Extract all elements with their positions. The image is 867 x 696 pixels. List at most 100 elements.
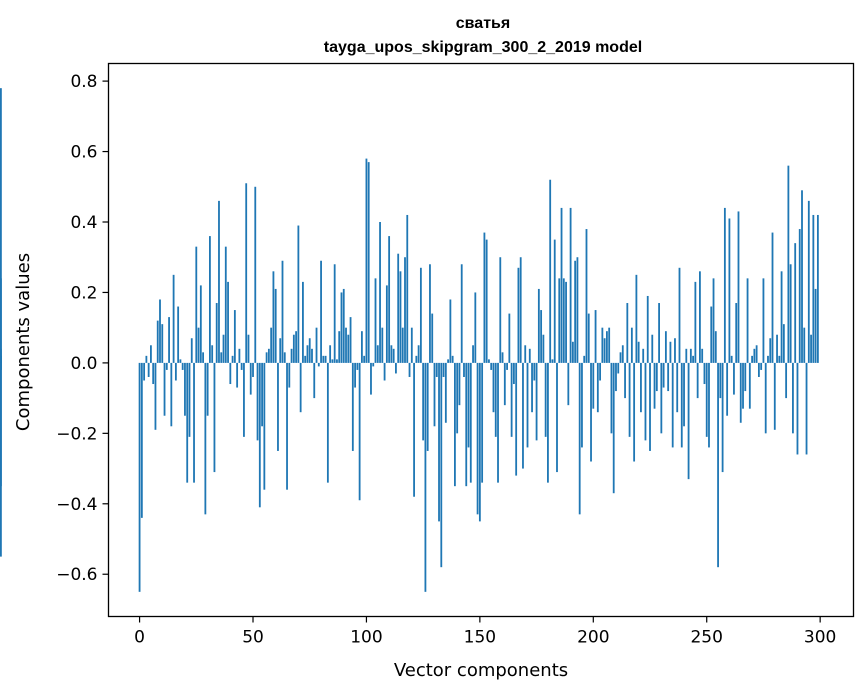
bar bbox=[438, 362, 440, 522]
bar bbox=[576, 257, 579, 363]
bar bbox=[771, 232, 774, 363]
bar bbox=[494, 362, 497, 437]
bar bbox=[274, 288, 277, 363]
bar bbox=[238, 348, 241, 363]
bar bbox=[712, 278, 715, 363]
bar bbox=[694, 281, 697, 363]
bar bbox=[152, 362, 155, 385]
bar bbox=[649, 362, 651, 451]
bar bbox=[807, 200, 810, 363]
x-tick-label: 0 bbox=[134, 628, 145, 648]
bar bbox=[601, 327, 604, 363]
bar bbox=[406, 214, 409, 363]
bar bbox=[685, 348, 688, 363]
bar bbox=[798, 229, 801, 363]
bar bbox=[349, 317, 352, 363]
bar bbox=[390, 345, 393, 363]
bar bbox=[558, 278, 561, 363]
bar bbox=[476, 362, 479, 515]
bar bbox=[469, 362, 472, 483]
bar bbox=[531, 362, 533, 413]
bar bbox=[338, 331, 341, 363]
bar bbox=[197, 327, 200, 363]
plot-frame bbox=[107, 62, 855, 618]
bar bbox=[435, 362, 438, 377]
bar bbox=[288, 362, 291, 388]
bar bbox=[372, 362, 375, 367]
bar bbox=[810, 334, 812, 363]
bar bbox=[803, 327, 806, 363]
bar bbox=[267, 348, 270, 363]
bar bbox=[404, 257, 406, 363]
bar bbox=[767, 355, 769, 363]
bar bbox=[347, 334, 350, 363]
bar bbox=[730, 355, 733, 363]
bar bbox=[603, 338, 606, 363]
bar bbox=[206, 362, 209, 416]
bar bbox=[533, 362, 536, 381]
bar bbox=[236, 362, 239, 388]
bar bbox=[708, 362, 710, 448]
bar bbox=[624, 362, 626, 399]
bar bbox=[156, 320, 159, 363]
bar bbox=[218, 200, 220, 363]
bar bbox=[744, 362, 747, 392]
bar bbox=[687, 362, 690, 480]
ticks-group: 0 50 100 150 200 250 300 −0.6 −0.4 −0.2 0.0 0.2 0.4 0… bbox=[56, 72, 836, 647]
x-tick-label: 150 bbox=[464, 628, 496, 648]
bar bbox=[703, 362, 706, 385]
bar bbox=[385, 285, 388, 363]
bar bbox=[721, 362, 724, 473]
bar bbox=[419, 267, 422, 363]
bar bbox=[356, 362, 359, 370]
bar bbox=[674, 338, 676, 363]
bar bbox=[415, 355, 418, 363]
bar bbox=[776, 334, 778, 363]
bar bbox=[381, 327, 384, 363]
bar bbox=[442, 362, 445, 377]
bar bbox=[764, 362, 767, 434]
bar bbox=[465, 362, 468, 487]
bar bbox=[571, 341, 574, 363]
bar bbox=[227, 281, 229, 363]
bar bbox=[388, 236, 391, 363]
bar bbox=[796, 362, 799, 455]
bar bbox=[547, 362, 549, 483]
chart-title: сватья bbox=[456, 15, 510, 32]
x-tick-label: 200 bbox=[577, 628, 609, 648]
bar bbox=[562, 278, 565, 363]
bar bbox=[742, 362, 744, 409]
bar bbox=[281, 260, 284, 363]
bar bbox=[608, 327, 611, 363]
bar bbox=[499, 257, 502, 363]
y-axis-label: Components values bbox=[13, 253, 34, 431]
bar bbox=[699, 271, 701, 363]
bar bbox=[397, 253, 400, 363]
bar bbox=[646, 295, 649, 363]
bar bbox=[630, 327, 633, 363]
bar bbox=[726, 362, 729, 416]
bar bbox=[689, 348, 692, 363]
bar bbox=[705, 362, 708, 437]
bar bbox=[252, 362, 254, 377]
bar bbox=[626, 303, 629, 363]
bar bbox=[159, 299, 161, 363]
bar bbox=[481, 362, 484, 483]
bar bbox=[782, 324, 785, 363]
bar bbox=[714, 331, 717, 363]
bar bbox=[574, 260, 577, 363]
bar bbox=[780, 271, 783, 363]
bar bbox=[220, 352, 223, 363]
bar bbox=[635, 274, 638, 363]
bar bbox=[628, 362, 631, 437]
bar bbox=[739, 362, 742, 423]
bar bbox=[503, 362, 506, 406]
y-tick-label: −0.4 bbox=[56, 495, 97, 515]
bar bbox=[676, 362, 679, 413]
bar bbox=[161, 324, 164, 363]
bar bbox=[526, 362, 529, 448]
bar bbox=[794, 243, 797, 363]
y-tick-label: 0.8 bbox=[70, 72, 97, 92]
